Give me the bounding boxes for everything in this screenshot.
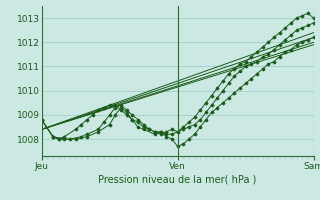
X-axis label: Pression niveau de la mer( hPa ): Pression niveau de la mer( hPa ) <box>99 175 257 185</box>
